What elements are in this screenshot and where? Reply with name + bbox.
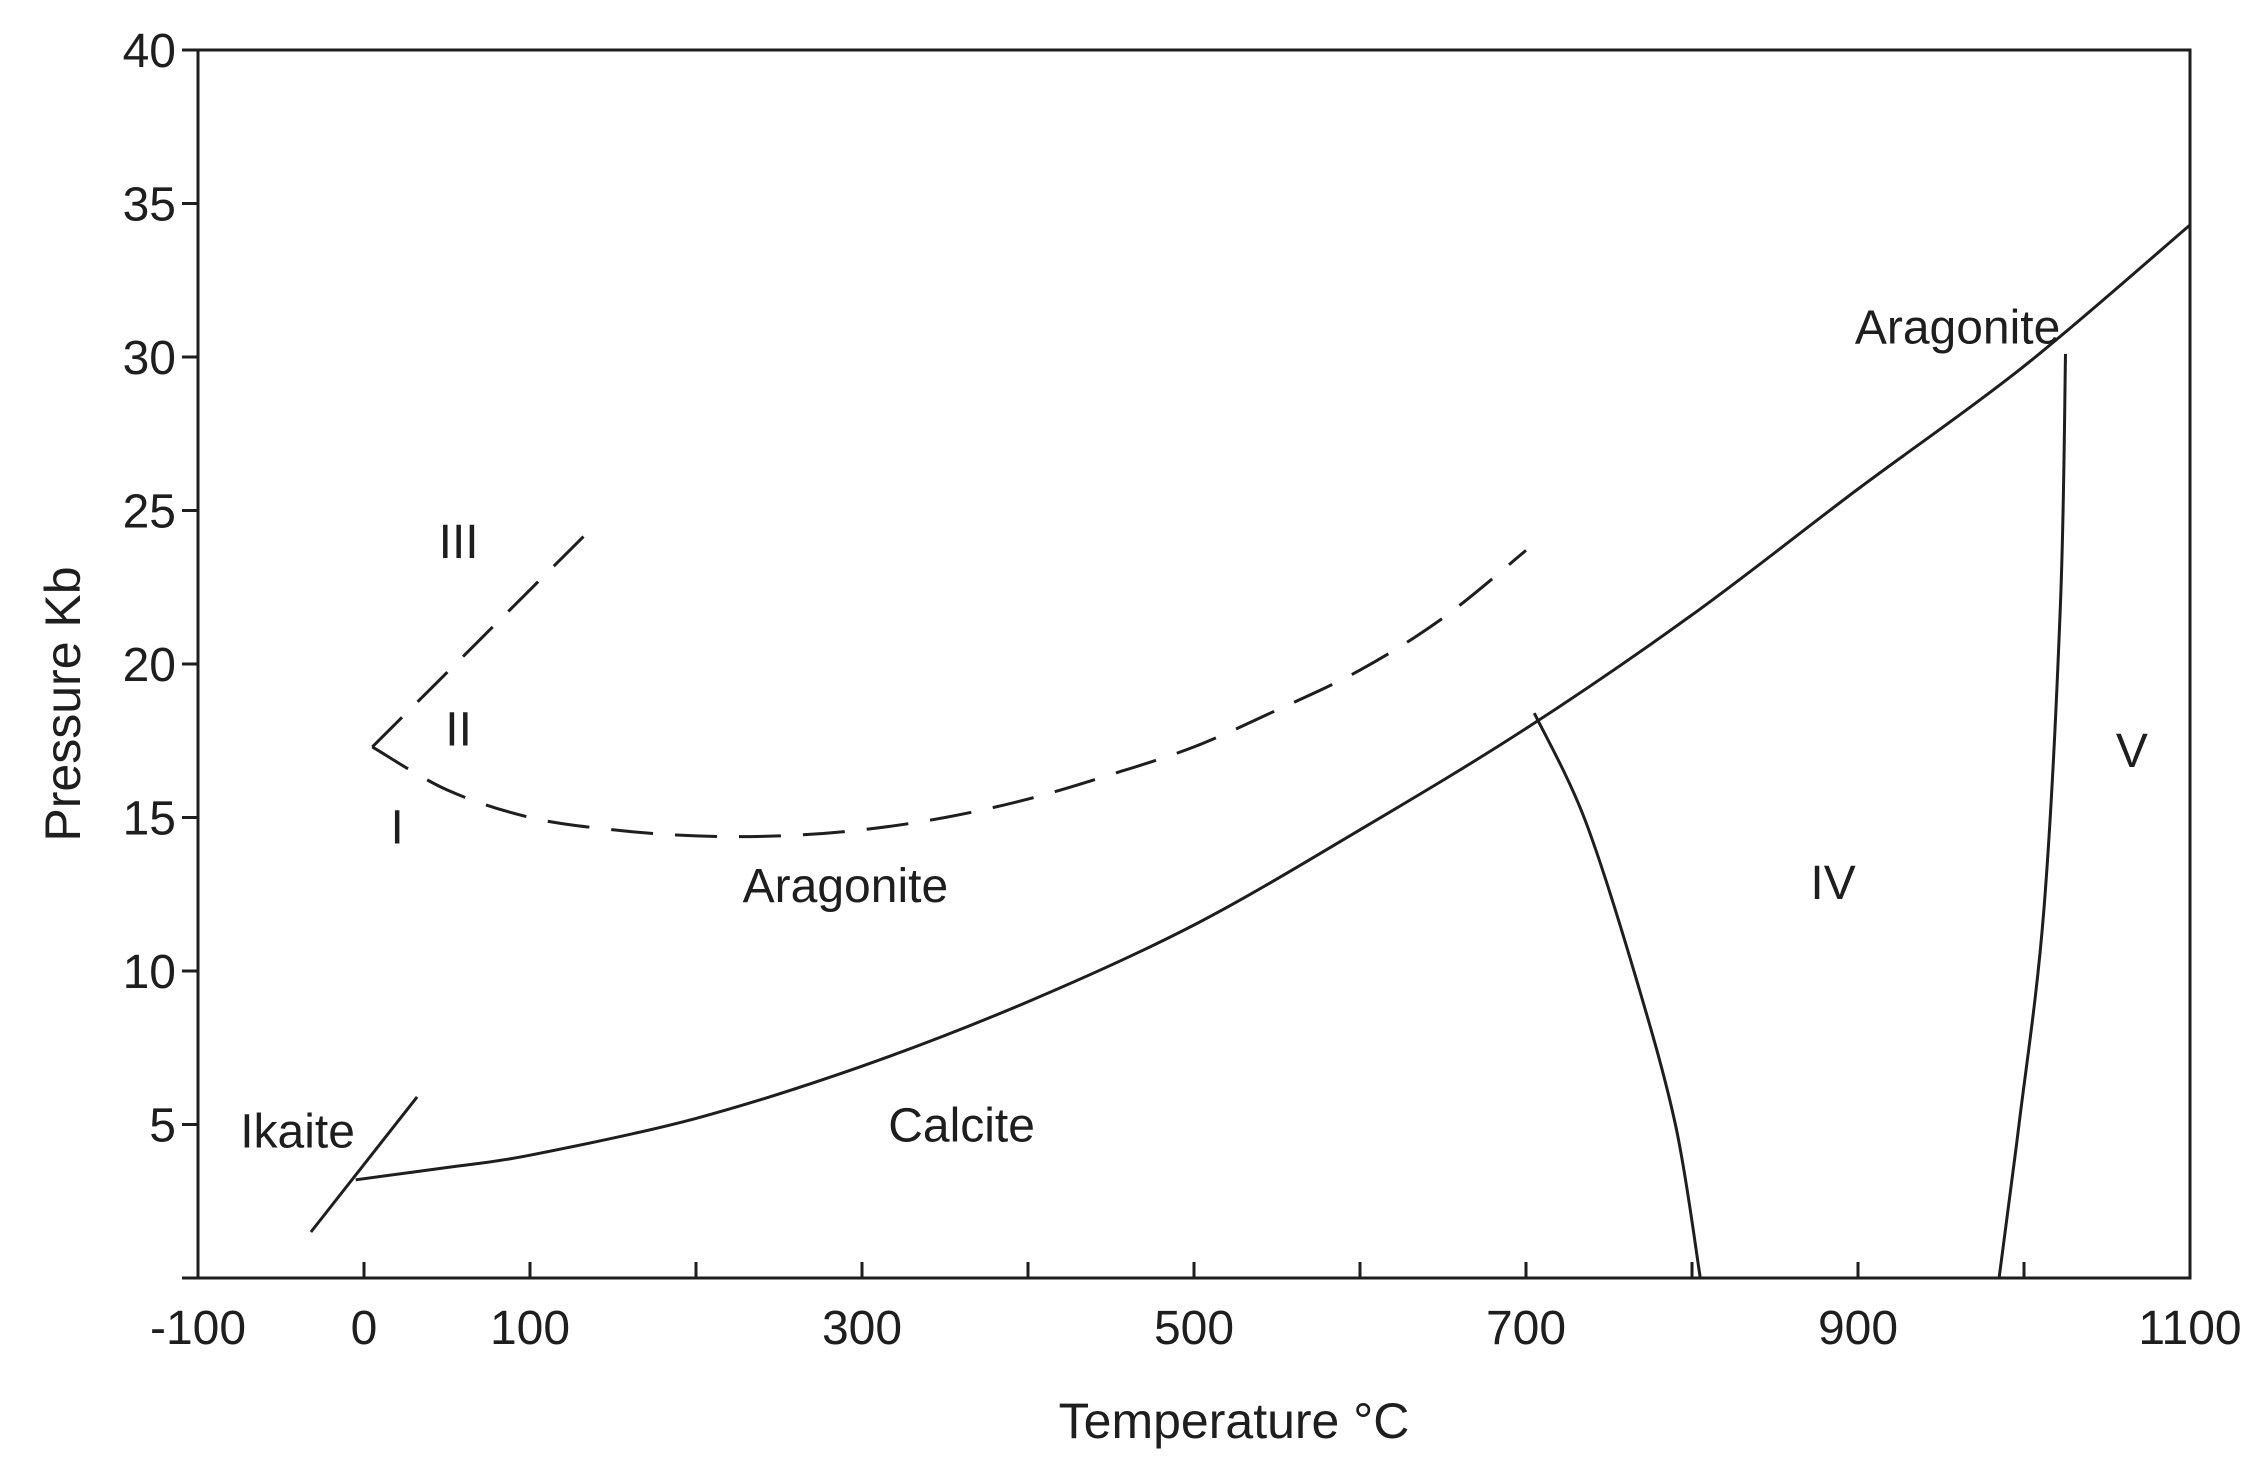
phase-boundary-solid <box>1997 353 2067 1279</box>
y-tick-label: 10 <box>123 946 176 999</box>
x-tick-label: 0 <box>351 1302 378 1355</box>
region-label: Calcite <box>888 1100 1035 1153</box>
x-tick-label: 100 <box>490 1302 570 1355</box>
axes: -100 0 100 300 500 700 900 1100 5 10 15 20 25 30 35 40 <box>123 25 2242 1355</box>
region-label: I <box>391 802 404 855</box>
region-label: V <box>2116 725 2148 778</box>
x-tick-label: 300 <box>822 1302 902 1355</box>
region-label: III <box>439 516 479 569</box>
y-tick-label: 35 <box>123 179 176 232</box>
phase-boundary-solid <box>355 223 2191 1182</box>
x-tick-label: -100 <box>150 1302 246 1355</box>
x-tick-label: 900 <box>1818 1302 1898 1355</box>
y-tick-label: 25 <box>123 486 176 539</box>
phase-boundary-dashed <box>371 530 590 748</box>
region-label: II <box>445 703 472 756</box>
phase-boundary-solid <box>309 1095 419 1233</box>
x-axis-title: Temperature °C <box>1059 1393 1410 1449</box>
phase-boundary-dashed <box>371 549 1527 839</box>
y-axis-title: Pressure Kb <box>35 566 91 841</box>
y-tick-label: 20 <box>123 639 176 692</box>
x-tick-label: 1100 <box>2138 1302 2241 1355</box>
plot-frame <box>196 48 2192 1280</box>
region-label: Aragonite <box>743 860 948 913</box>
phase-boundary-solid <box>1532 712 1702 1279</box>
y-tick-label: 5 <box>149 1100 176 1153</box>
phase-boundaries <box>309 223 2191 1279</box>
region-label: Aragonite <box>1855 301 2060 354</box>
region-label: Ikaite <box>240 1106 355 1159</box>
y-tick-label: 15 <box>123 793 176 846</box>
y-tick-label: 40 <box>123 25 176 78</box>
x-tick-label: 500 <box>1154 1302 1234 1355</box>
x-tick-label: 700 <box>1486 1302 1566 1355</box>
region-label: IV <box>1810 857 1855 910</box>
y-tick-label: 30 <box>123 332 176 385</box>
